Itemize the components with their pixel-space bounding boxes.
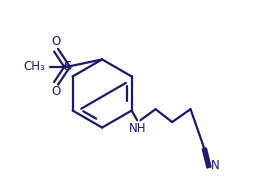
Text: N: N xyxy=(211,159,220,172)
Text: CH₃: CH₃ xyxy=(23,60,45,73)
Text: O: O xyxy=(52,35,61,48)
Text: O: O xyxy=(52,85,61,98)
Text: S: S xyxy=(63,60,71,73)
Text: NH: NH xyxy=(128,122,146,135)
